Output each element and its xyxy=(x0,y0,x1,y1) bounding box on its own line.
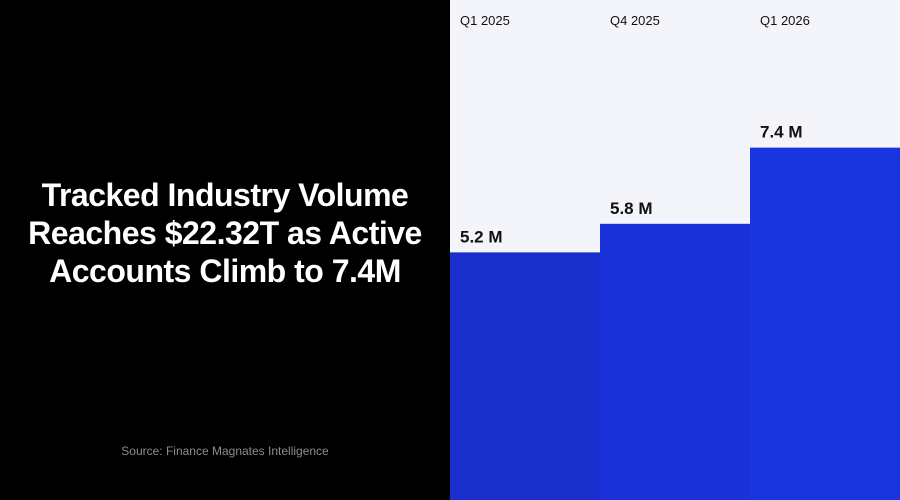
source-note: Source: Finance Magnates Intelligence xyxy=(121,444,329,458)
category-label: Q4 2025 xyxy=(610,13,660,28)
category-label: Q1 2025 xyxy=(460,13,510,28)
value-label: 5.8 M xyxy=(610,199,653,218)
bar-q4-2025 xyxy=(600,223,750,500)
value-label: 5.2 M xyxy=(460,227,503,246)
bar-chart: Q1 2025 5.2 M Q4 2025 5.8 M Q1 2026 7.4 M xyxy=(450,13,900,500)
bar-q1-2025 xyxy=(450,252,600,500)
value-label: 7.4 M xyxy=(760,123,803,142)
headline: Tracked Industry Volume Reaches $22.32T … xyxy=(28,177,422,289)
headline-panel: Tracked Industry Volume Reaches $22.32T … xyxy=(28,177,423,458)
bar-q1-2026 xyxy=(750,147,900,500)
category-label: Q1 2026 xyxy=(760,13,810,28)
chart-panel: Q1 2025 5.2 M Q4 2025 5.8 M Q1 2026 7.4 M xyxy=(450,0,900,500)
